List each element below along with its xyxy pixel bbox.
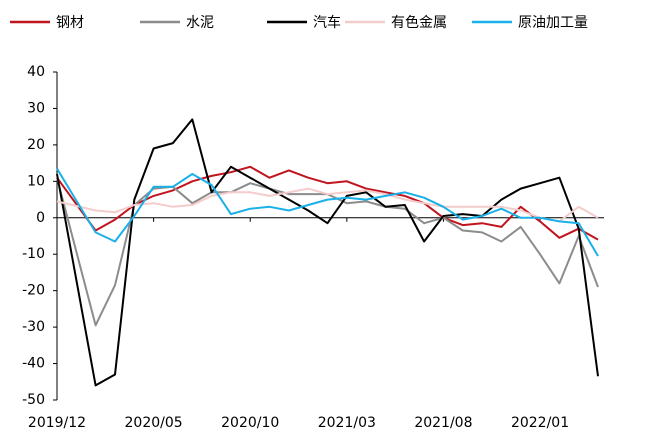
legend-label: 钢材 xyxy=(56,15,84,31)
series-line xyxy=(56,187,599,223)
legend-label: 水泥 xyxy=(186,15,214,31)
y-tick-label: -50 xyxy=(22,392,45,408)
y-tick-label: 0 xyxy=(36,210,45,226)
legend-label: 有色金属 xyxy=(391,14,447,31)
series-line xyxy=(56,118,599,387)
y-tick-label: 30 xyxy=(27,100,45,116)
x-tick-label: 2020/10 xyxy=(221,415,279,431)
series-line xyxy=(56,165,599,241)
x-tick-label: 2021/08 xyxy=(414,415,472,431)
y-tick-label: 20 xyxy=(27,137,45,153)
legend-label: 汽车 xyxy=(313,14,341,31)
legend-label: 原油加工量 xyxy=(518,15,588,31)
y-tick-label: -40 xyxy=(22,356,45,372)
y-tick-label: -30 xyxy=(22,319,45,335)
y-tick-label: -20 xyxy=(22,283,45,299)
y-tick-label: -10 xyxy=(22,246,45,262)
y-tick-label: 40 xyxy=(27,64,45,80)
x-tick-label: 2019/12 xyxy=(28,415,86,431)
y-tick-label: 10 xyxy=(27,173,45,189)
x-tick-label: 2020/05 xyxy=(125,415,183,431)
x-tick-label: 2022/01 xyxy=(511,415,569,431)
series-line xyxy=(56,168,599,257)
x-tick-label: 2021/03 xyxy=(318,415,376,431)
